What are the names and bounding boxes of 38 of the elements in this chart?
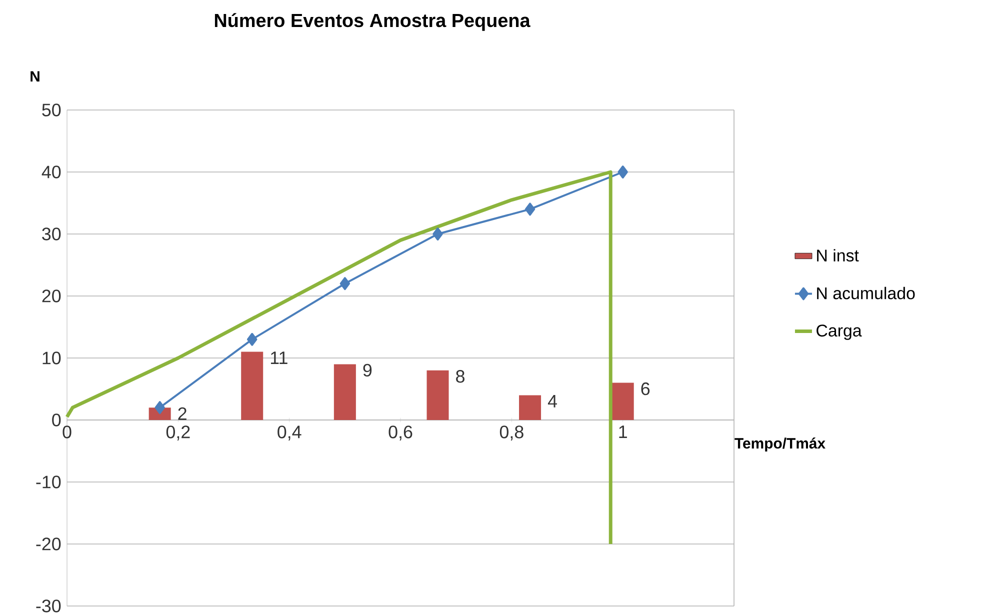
x-tick-label: 1	[619, 426, 627, 438]
point	[618, 166, 628, 178]
point	[246, 332, 258, 346]
y-tick-label: 50	[42, 104, 61, 116]
bar	[241, 352, 264, 420]
bar	[519, 395, 542, 420]
bar	[612, 382, 634, 420]
y-tick-label: -20	[36, 538, 61, 550]
point	[432, 228, 443, 240]
data-label: 9	[363, 364, 372, 377]
y-tick-label: -10	[36, 476, 61, 488]
y-tick-label: 0	[52, 414, 61, 426]
data-label: 11	[270, 352, 288, 364]
bar	[426, 370, 449, 420]
data-label: 4	[548, 395, 557, 408]
y-axis-title: N	[30, 71, 40, 82]
x-tick-label: 0,2	[166, 426, 190, 440]
y-tick-label: -30	[36, 600, 61, 612]
legend-label: N acumulado	[817, 286, 915, 300]
y-tick-label: 20	[42, 290, 61, 302]
data-label: 8	[456, 370, 464, 383]
y-tick-label: 40	[42, 166, 61, 178]
data-label: 2	[178, 407, 186, 420]
chart-title: Número Eventos Amostra Pequena	[214, 13, 530, 31]
legend-label: N inst	[817, 249, 859, 262]
bar	[334, 364, 356, 420]
x-tick-label: 0,4	[278, 426, 302, 440]
legend-label: Carga	[816, 324, 862, 340]
x-tick-label: 0,8	[500, 426, 524, 440]
y-tick-label: 30	[42, 228, 61, 240]
point	[340, 277, 350, 290]
x-tick-label: 0,6	[388, 426, 412, 440]
point	[154, 401, 165, 414]
point	[524, 202, 536, 216]
x-tick-label: 0	[62, 426, 72, 438]
x-axis-title: Tempo/Tmáx	[734, 438, 826, 452]
y-tick-label: 10	[42, 352, 61, 364]
data-label: 6	[641, 382, 650, 396]
